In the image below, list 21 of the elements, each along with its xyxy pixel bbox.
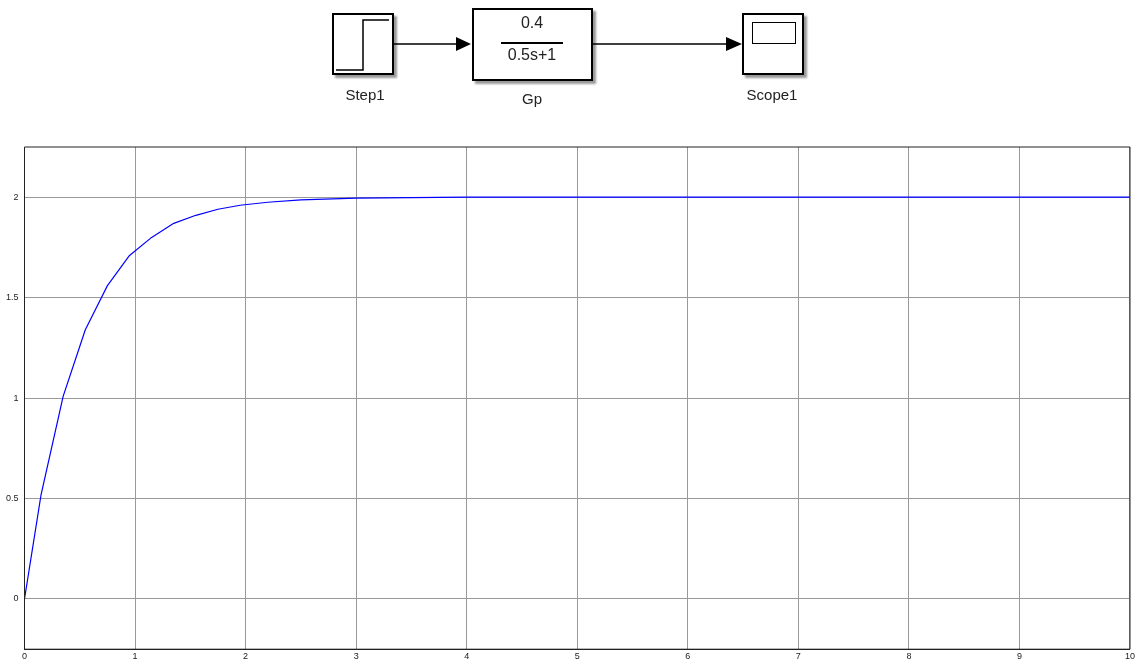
x-tick-label: 4 <box>464 651 470 662</box>
text: 0.5s+1 <box>507 46 557 64</box>
x-tick-label: 0 <box>22 651 28 662</box>
y-tick-label: 1 <box>13 392 19 403</box>
x-tick-label: 2 <box>243 651 249 662</box>
x-tick-label: 1 <box>132 651 138 662</box>
y-tick-label: 0.5 <box>6 493 19 504</box>
text: Gp <box>521 90 543 107</box>
x-tick-label: 7 <box>795 651 801 662</box>
text: Step1 <box>345 86 385 103</box>
y-tick-label: 0 <box>13 593 19 604</box>
y-tick-label: 1.5 <box>6 292 19 303</box>
text: Scope1 <box>746 86 798 103</box>
x-tick-label: 6 <box>685 651 691 662</box>
x-tick-label: 8 <box>906 651 912 662</box>
x-tick-label: 3 <box>353 651 359 662</box>
x-tick-label: 9 <box>1016 651 1022 662</box>
x-tick-label: 5 <box>574 651 580 662</box>
y-tick-label: 2 <box>13 191 19 202</box>
x-tick-label: 10 <box>1124 651 1135 662</box>
text: 0.4 <box>520 14 544 32</box>
